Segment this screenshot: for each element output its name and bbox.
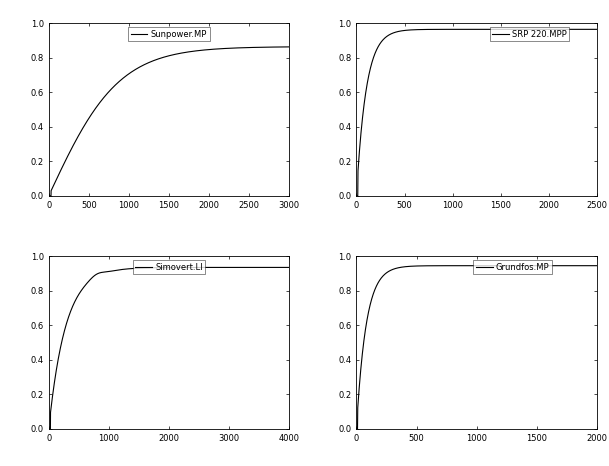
Legend: SRP 220.MPP: SRP 220.MPP (490, 27, 569, 41)
Legend: Simovert.LI: Simovert.LI (133, 260, 205, 274)
Legend: Sunpower.MP: Sunpower.MP (128, 27, 209, 41)
Legend: Grundfos.MP: Grundfos.MP (473, 260, 552, 274)
